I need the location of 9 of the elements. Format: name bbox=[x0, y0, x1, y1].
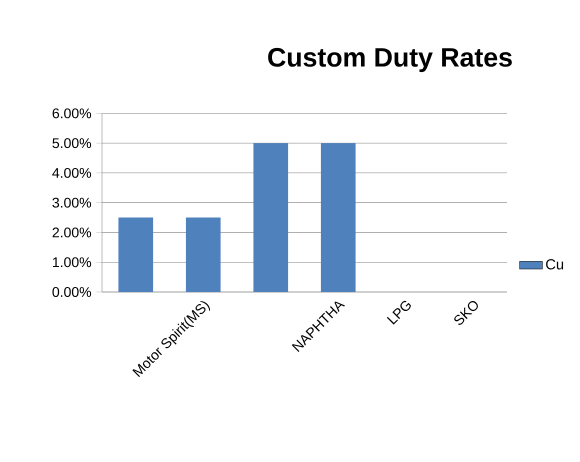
chart-title: Custom Duty Rates bbox=[268, 48, 512, 72]
y-tick-label: 6.00% bbox=[52, 108, 92, 118]
y-tick-label: 0.00% bbox=[52, 287, 92, 297]
y-tick-label: 1.00% bbox=[52, 257, 92, 268]
y-tick-label: 3.00% bbox=[52, 198, 92, 208]
y-tick-label: 2.00% bbox=[52, 228, 92, 238]
y-tick-label: 5.00% bbox=[52, 138, 92, 148]
y-tick-label: 4.00% bbox=[52, 168, 92, 178]
legend-label: Cu bbox=[546, 259, 564, 270]
